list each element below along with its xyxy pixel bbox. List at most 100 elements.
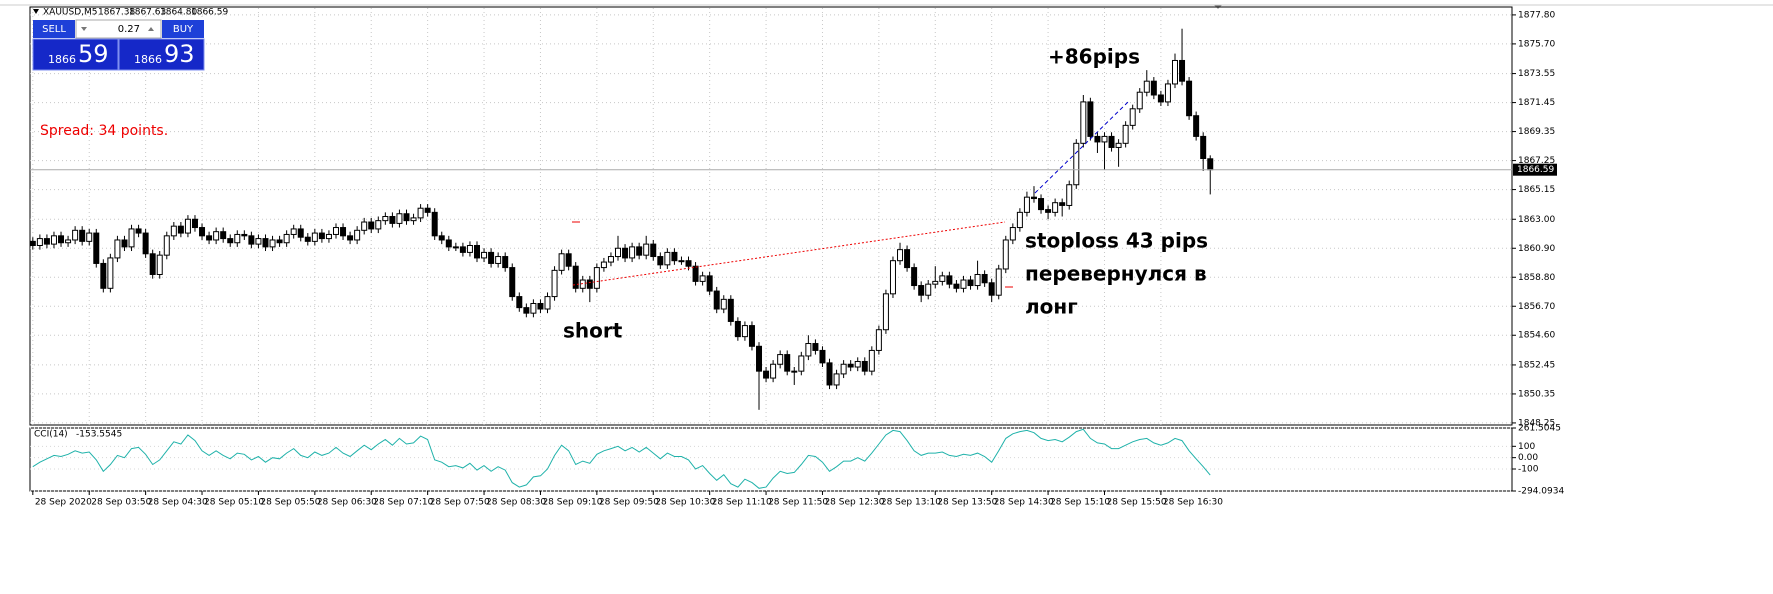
candle-body (734, 320, 741, 338)
volume-field[interactable] (75, 19, 162, 39)
candle-body (1066, 184, 1073, 206)
cci-line (32, 428, 1211, 489)
y-tick-label: 100 (1518, 442, 1535, 452)
y-tick-label: 1873.55 (1518, 69, 1555, 79)
sell-label[interactable]: SELL (42, 24, 66, 35)
candle-body (262, 238, 269, 248)
candle-body (932, 280, 939, 285)
candle-body (974, 273, 981, 287)
ask-big[interactable]: 1866 (134, 53, 162, 66)
candle-body (777, 354, 784, 365)
x-tick-label: 28 Sep 12:30 (824, 498, 884, 508)
candle-body (495, 256, 502, 264)
x-tick-label: 28 Sep 08:30 (486, 498, 546, 508)
candle-body (1101, 135, 1108, 143)
y-tick-label: 1856.70 (1518, 302, 1555, 312)
y-tick-label: 1869.35 (1518, 127, 1555, 137)
indicator-value: -153.5545 (76, 430, 122, 440)
candle-body (523, 307, 530, 314)
candle-body (1200, 135, 1207, 160)
candle-body (1129, 108, 1136, 126)
candle-body (713, 290, 720, 310)
candle-body (1094, 135, 1101, 143)
candle-body (121, 239, 128, 248)
x-tick-label: 28 Sep 16:30 (1163, 498, 1223, 508)
candle-body (593, 267, 600, 289)
candle-body (657, 256, 664, 266)
candle-body (918, 285, 925, 296)
header-arrow (33, 9, 39, 14)
buy-button[interactable] (162, 20, 204, 38)
candle-body (650, 243, 657, 258)
candle-body (1157, 94, 1164, 103)
bid-small[interactable]: 59 (78, 40, 109, 68)
y-tick-label: 1871.45 (1518, 98, 1555, 108)
sell-button[interactable] (33, 20, 75, 38)
candle-body (213, 231, 220, 241)
candle-body (43, 238, 50, 245)
sell-price-box[interactable] (32, 38, 119, 71)
bid-label-box (1513, 163, 1557, 176)
buy-label[interactable]: BUY (173, 24, 194, 35)
candle-body (389, 216, 396, 224)
volume-up[interactable] (148, 27, 154, 31)
candle-body (607, 256, 614, 263)
candle-body (481, 251, 488, 259)
candle-body (861, 360, 868, 372)
candle-body (586, 279, 593, 289)
candle-body (854, 360, 861, 368)
y-tick-label: 261.5045 (1518, 424, 1561, 434)
y-tick-label: 1852.45 (1518, 360, 1555, 370)
candle-body (29, 240, 36, 246)
candle-body (678, 260, 685, 263)
candle-body (283, 233, 290, 244)
candle-body (227, 238, 234, 244)
candle-body (847, 363, 854, 368)
candle-body (318, 232, 325, 240)
candle-body (699, 275, 706, 282)
ohlc: 1867.63 (129, 8, 166, 18)
price-panel (29, 6, 1513, 426)
volume[interactable]: 0.27 (118, 24, 140, 35)
candle-body (403, 213, 410, 222)
candle-body (1080, 101, 1087, 144)
candle-body (502, 256, 509, 269)
x-tick-label: 28 Sep 13:50 (937, 498, 997, 508)
ohlc: 1864.80 (160, 8, 197, 18)
ask-small[interactable]: 93 (164, 40, 195, 68)
candle-body (1150, 80, 1157, 96)
candle-body (50, 235, 57, 245)
candle-body (812, 343, 819, 351)
candle-body (572, 265, 579, 289)
candle-body (615, 247, 622, 258)
candle-body (685, 260, 692, 267)
buy-price-box[interactable] (118, 38, 205, 71)
y-tick-label: 1860.90 (1518, 244, 1555, 254)
candle-body (135, 228, 142, 234)
candle-body (1030, 196, 1037, 200)
trade-panel: SELL 0.27 BUY 1866 59 1866 93 (32, 19, 205, 71)
candle-body (1016, 211, 1023, 229)
candle-body (805, 343, 812, 357)
bid-big[interactable]: 1866 (48, 53, 76, 66)
candle-body (114, 239, 121, 259)
candle-body (516, 296, 523, 309)
candle-body (622, 247, 629, 259)
y-tick-label: 1858.80 (1518, 273, 1555, 283)
candle-body (332, 227, 339, 235)
cci-panel (29, 427, 1513, 492)
grid (30, 8, 1512, 492)
candle-body (184, 218, 191, 234)
candle-body (438, 235, 445, 241)
candle-body (875, 329, 882, 351)
annotation: перевернулся в (1025, 262, 1207, 286)
candle-body (629, 246, 636, 259)
candle-body (939, 275, 946, 282)
candle-body (325, 233, 332, 240)
candle-body (1073, 142, 1080, 186)
candle-body (156, 254, 163, 275)
candle-body (1164, 83, 1171, 103)
volume-down[interactable] (81, 27, 87, 31)
candle-body (530, 302, 537, 314)
